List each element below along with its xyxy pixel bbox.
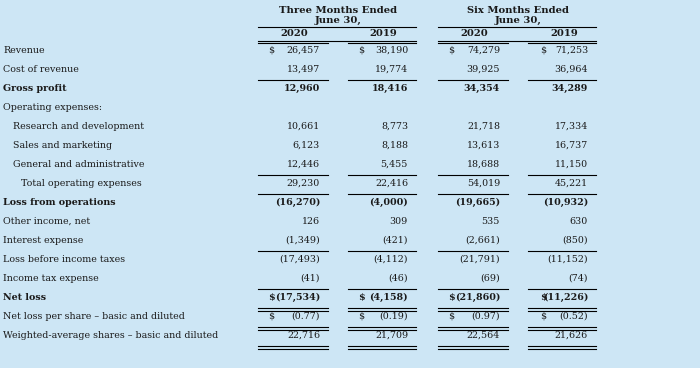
Text: 18,688: 18,688 bbox=[467, 160, 500, 169]
Text: Operating expenses:: Operating expenses: bbox=[3, 103, 102, 112]
Text: $: $ bbox=[540, 46, 546, 55]
Text: 54,019: 54,019 bbox=[467, 179, 500, 188]
Text: Research and development: Research and development bbox=[13, 122, 144, 131]
Text: $: $ bbox=[358, 293, 365, 302]
Text: (21,860): (21,860) bbox=[454, 293, 500, 302]
Text: 74,279: 74,279 bbox=[467, 46, 500, 55]
Text: 38,190: 38,190 bbox=[374, 46, 408, 55]
Text: 22,416: 22,416 bbox=[375, 179, 408, 188]
Text: $: $ bbox=[358, 312, 364, 321]
Text: 126: 126 bbox=[302, 217, 320, 226]
Text: Three Months Ended: Three Months Ended bbox=[279, 6, 397, 15]
Text: Weighted-average shares – basic and diluted: Weighted-average shares – basic and dilu… bbox=[3, 331, 218, 340]
Text: $: $ bbox=[268, 312, 274, 321]
Text: 26,457: 26,457 bbox=[287, 46, 320, 55]
Text: 45,221: 45,221 bbox=[555, 179, 588, 188]
Text: (0.52): (0.52) bbox=[559, 312, 588, 321]
Text: 12,446: 12,446 bbox=[287, 160, 320, 169]
Text: General and administrative: General and administrative bbox=[13, 160, 144, 169]
Text: Other income, net: Other income, net bbox=[3, 217, 90, 226]
Text: (19,665): (19,665) bbox=[455, 198, 500, 207]
Text: Net loss per share – basic and diluted: Net loss per share – basic and diluted bbox=[3, 312, 185, 321]
Text: 34,289: 34,289 bbox=[552, 84, 588, 93]
Text: 16,737: 16,737 bbox=[554, 141, 588, 150]
Text: 13,613: 13,613 bbox=[467, 141, 500, 150]
Text: 535: 535 bbox=[482, 217, 500, 226]
Text: 13,497: 13,497 bbox=[287, 65, 320, 74]
Text: $: $ bbox=[540, 312, 546, 321]
Text: 18,416: 18,416 bbox=[372, 84, 408, 93]
Text: 29,230: 29,230 bbox=[287, 179, 320, 188]
Text: Six Months Ended: Six Months Ended bbox=[467, 6, 569, 15]
Text: June 30,: June 30, bbox=[314, 16, 361, 25]
Text: $: $ bbox=[540, 293, 547, 302]
Text: Revenue: Revenue bbox=[3, 46, 45, 55]
Text: 2019: 2019 bbox=[550, 29, 578, 38]
Text: 21,718: 21,718 bbox=[467, 122, 500, 131]
Text: (74): (74) bbox=[568, 274, 588, 283]
Text: 39,925: 39,925 bbox=[466, 65, 500, 74]
Text: (0.19): (0.19) bbox=[379, 312, 408, 321]
Text: $: $ bbox=[358, 46, 364, 55]
Text: Income tax expense: Income tax expense bbox=[3, 274, 99, 283]
Text: (850): (850) bbox=[562, 236, 588, 245]
Text: (21,791): (21,791) bbox=[459, 255, 500, 264]
Text: (4,112): (4,112) bbox=[374, 255, 408, 264]
Text: 10,661: 10,661 bbox=[287, 122, 320, 131]
Text: 12,960: 12,960 bbox=[284, 84, 320, 93]
Text: Total operating expenses: Total operating expenses bbox=[21, 179, 141, 188]
Text: $: $ bbox=[448, 293, 454, 302]
Text: 6,123: 6,123 bbox=[293, 141, 320, 150]
Text: Gross profit: Gross profit bbox=[3, 84, 66, 93]
Text: (2,661): (2,661) bbox=[466, 236, 500, 245]
Text: (0.97): (0.97) bbox=[471, 312, 500, 321]
Text: (41): (41) bbox=[300, 274, 320, 283]
Text: 36,964: 36,964 bbox=[554, 65, 588, 74]
Text: 2020: 2020 bbox=[280, 29, 308, 38]
Text: Interest expense: Interest expense bbox=[3, 236, 83, 245]
Text: $: $ bbox=[448, 46, 454, 55]
Text: $: $ bbox=[268, 46, 274, 55]
Text: (10,932): (10,932) bbox=[542, 198, 588, 207]
Text: 8,773: 8,773 bbox=[381, 122, 408, 131]
Text: Sales and marketing: Sales and marketing bbox=[13, 141, 112, 150]
Text: (4,158): (4,158) bbox=[370, 293, 408, 302]
Text: (11,226): (11,226) bbox=[542, 293, 588, 302]
Text: 34,354: 34,354 bbox=[463, 84, 500, 93]
Text: $: $ bbox=[268, 293, 274, 302]
Text: 2020: 2020 bbox=[460, 29, 488, 38]
Text: Loss from operations: Loss from operations bbox=[3, 198, 116, 207]
Text: (16,270): (16,270) bbox=[274, 198, 320, 207]
Text: 22,564: 22,564 bbox=[467, 331, 500, 340]
Text: (17,493): (17,493) bbox=[279, 255, 320, 264]
Text: 309: 309 bbox=[390, 217, 408, 226]
Text: (46): (46) bbox=[389, 274, 408, 283]
Text: 21,709: 21,709 bbox=[375, 331, 408, 340]
Text: 2019: 2019 bbox=[369, 29, 397, 38]
Text: (1,349): (1,349) bbox=[286, 236, 320, 245]
Text: 71,253: 71,253 bbox=[554, 46, 588, 55]
Text: $: $ bbox=[448, 312, 454, 321]
Text: 21,626: 21,626 bbox=[554, 331, 588, 340]
Text: 5,455: 5,455 bbox=[381, 160, 408, 169]
Text: 8,188: 8,188 bbox=[381, 141, 408, 150]
Text: (17,534): (17,534) bbox=[274, 293, 320, 302]
Text: 19,774: 19,774 bbox=[375, 65, 408, 74]
Text: 11,150: 11,150 bbox=[555, 160, 588, 169]
Text: (11,152): (11,152) bbox=[547, 255, 588, 264]
Text: (0.77): (0.77) bbox=[291, 312, 320, 321]
Text: Cost of revenue: Cost of revenue bbox=[3, 65, 79, 74]
Text: (69): (69) bbox=[480, 274, 500, 283]
Text: June 30,: June 30, bbox=[495, 16, 541, 25]
Text: 22,716: 22,716 bbox=[287, 331, 320, 340]
Text: (421): (421) bbox=[382, 236, 408, 245]
Text: Net loss: Net loss bbox=[3, 293, 46, 302]
Text: Loss before income taxes: Loss before income taxes bbox=[3, 255, 125, 264]
Text: 630: 630 bbox=[570, 217, 588, 226]
Text: 17,334: 17,334 bbox=[554, 122, 588, 131]
Text: (4,000): (4,000) bbox=[370, 198, 408, 207]
